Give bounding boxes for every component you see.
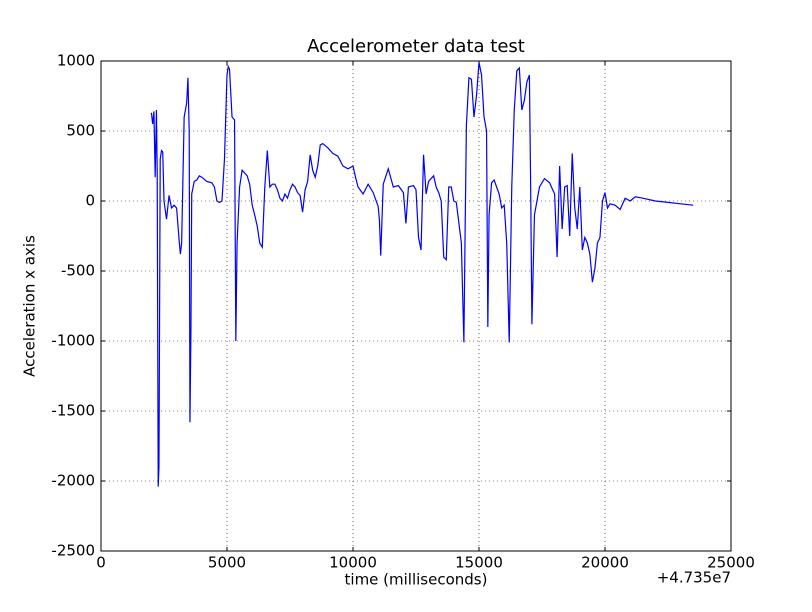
x-tick-label: 25000 [707,554,755,572]
x-tick-label: 15000 [455,554,503,572]
x-tick-label: 0 [96,554,106,572]
y-tick-label: 0 [85,192,95,210]
x-tick-label: 20000 [581,554,629,572]
y-tick-label: -1000 [51,332,95,350]
y-tick-label: -2500 [51,542,95,560]
data-line [150,62,694,487]
y-tick-label: 500 [66,122,95,140]
y-tick-label: 1000 [57,52,95,70]
chart-title: Accelerometer data test [307,36,525,57]
y-axis-label: Acceleration x axis [21,235,39,377]
plot-frame [100,60,732,552]
y-tick-label: -500 [61,262,95,280]
x-axis-label: time (milliseconds) [345,571,488,589]
x-tick-label: 10000 [329,554,377,572]
y-tick-label: -2000 [51,472,95,490]
x-offset-label: +4.735e7 [657,569,731,587]
x-tick-label: 5000 [208,554,246,572]
y-tick-label: -1500 [51,402,95,420]
